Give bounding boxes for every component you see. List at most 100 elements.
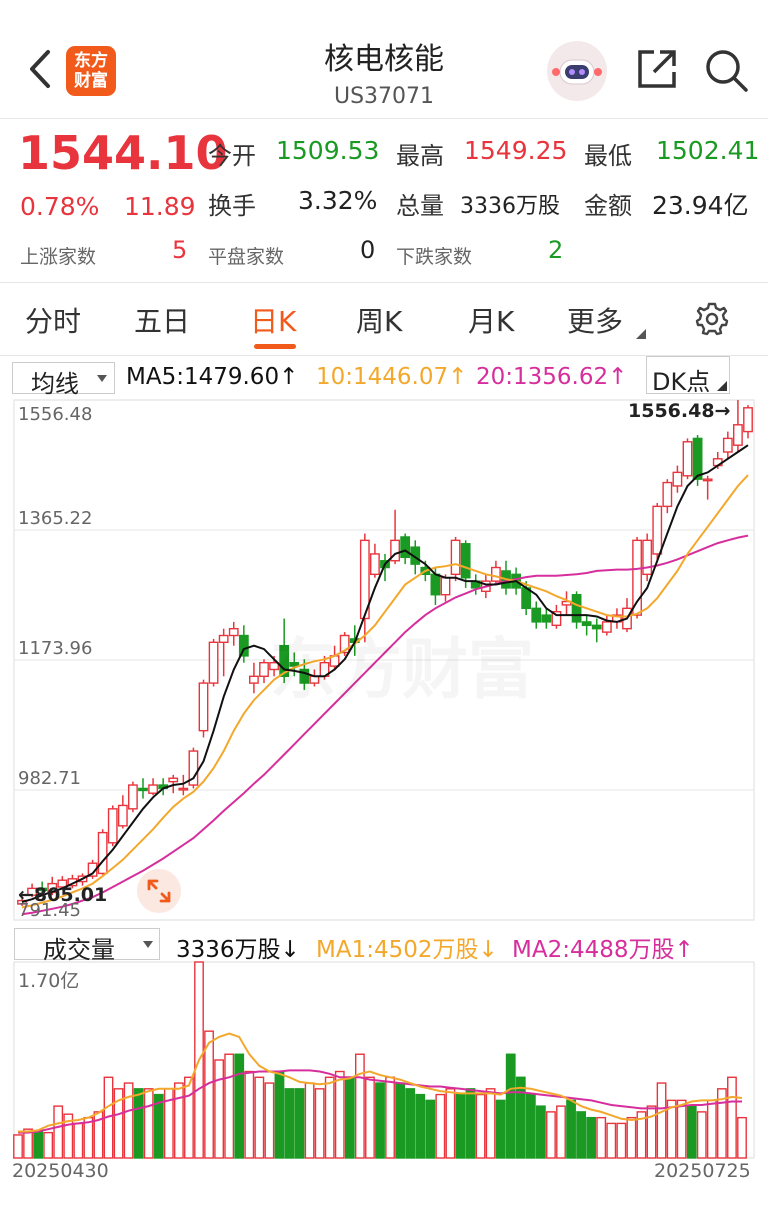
price-chart[interactable]: 1556.48 1365.22 1173.96 982.71 791.45 <box>0 396 768 926</box>
settings-gear-icon[interactable] <box>694 301 730 337</box>
candle-body <box>188 750 199 786</box>
end-date: 20250725 <box>654 1160 751 1182</box>
volume-bar <box>33 1130 44 1159</box>
volume-bar <box>616 1122 627 1159</box>
volume-bar <box>415 1093 426 1159</box>
volume-bar <box>113 1088 124 1159</box>
candle-body <box>208 641 219 684</box>
candle-body <box>450 539 461 576</box>
ma-select[interactable]: 均线 <box>12 362 115 398</box>
rising-count-label: 上涨家数 <box>20 246 97 268</box>
candle-body <box>198 682 209 732</box>
volume-bar <box>716 1088 727 1159</box>
volume-bar <box>23 1128 33 1159</box>
price-axis-label: 1556.48 <box>18 404 92 425</box>
volume-bar <box>254 1076 265 1159</box>
candle-body <box>97 831 108 875</box>
volume-axis-max: 1.70亿 <box>18 970 80 992</box>
volume-bar <box>737 1116 747 1159</box>
tab-more[interactable]: 更多 <box>567 305 624 338</box>
price-min-marker: ←805.01 <box>18 884 108 906</box>
flat-count: 0 <box>360 236 376 264</box>
candle-body <box>228 628 239 637</box>
amount-label: 金额 <box>584 192 632 220</box>
robot-assistant-icon[interactable] <box>546 40 608 102</box>
search-icon[interactable] <box>702 46 750 94</box>
volume-select[interactable]: 成交量 <box>14 928 160 964</box>
volume-bar <box>274 1070 285 1159</box>
vol-ma1-line <box>18 1032 743 1133</box>
tab-monthly-k[interactable]: 月K <box>468 305 515 338</box>
volume-ma2: MA2:4488万股↑ <box>512 937 694 963</box>
high-label: 最高 <box>396 142 444 170</box>
volume-bar <box>696 1111 707 1159</box>
candle-body <box>591 624 602 630</box>
volume-bar <box>375 1082 385 1159</box>
candle-body <box>682 441 693 477</box>
tab-five-day[interactable]: 五日 <box>134 305 191 338</box>
volume-bar <box>435 1093 446 1159</box>
back-icon[interactable] <box>22 44 58 94</box>
volume-value: 3336万股 <box>460 194 560 219</box>
volume-bar <box>636 1111 647 1159</box>
price-axis-label: 791.45 <box>18 900 81 921</box>
volume-bar <box>53 1105 64 1159</box>
tab-intraday[interactable]: 分时 <box>25 305 82 338</box>
candle-body <box>743 407 753 433</box>
volume-chart[interactable] <box>0 960 768 1160</box>
candle-body <box>440 577 451 596</box>
share-icon[interactable] <box>634 46 680 92</box>
volume-bar <box>686 1105 697 1159</box>
turnover-value: 3.32% <box>298 186 378 215</box>
candle-body <box>117 804 128 827</box>
volume-bar <box>405 1088 416 1159</box>
vol-ma2-line <box>18 1069 742 1134</box>
volume-bar <box>153 1093 164 1159</box>
volume-bar <box>204 1030 214 1159</box>
candle-body <box>138 787 148 792</box>
volume-bar <box>294 1088 305 1159</box>
dk-point-button[interactable]: DK点 <box>646 356 730 396</box>
volume-bar <box>646 1105 657 1159</box>
volume-label: 总量 <box>396 192 444 220</box>
high-value: 1549.25 <box>464 136 568 165</box>
volume-bar <box>304 1082 315 1159</box>
ma5-line <box>21 444 749 903</box>
volume-bar <box>556 1105 566 1159</box>
candle-body <box>662 481 673 508</box>
volume-bar <box>515 1076 526 1159</box>
candle-body <box>692 437 703 480</box>
volume-bar <box>706 1099 717 1159</box>
volume-bar <box>133 1088 144 1159</box>
current-volume: 3336万股↓ <box>176 937 300 963</box>
volume-bar <box>43 1131 54 1159</box>
candle-body <box>128 784 138 810</box>
tab-weekly-k[interactable]: 周K <box>356 305 403 338</box>
candle-body <box>370 553 380 576</box>
ma10-line <box>21 474 749 909</box>
expand-chart-icon[interactable] <box>136 868 182 914</box>
price-axis-label: 1365.22 <box>18 508 92 529</box>
volume-bar <box>626 1116 637 1159</box>
rising-count: 5 <box>172 236 188 264</box>
candle-body <box>390 539 400 562</box>
low-label: 最低 <box>584 142 632 170</box>
volume-bar <box>314 1088 325 1159</box>
volume-bar <box>224 1053 235 1159</box>
volume-bar <box>727 1076 737 1159</box>
turnover-label: 换手 <box>208 192 256 220</box>
active-tab-indicator <box>254 344 296 349</box>
tab-daily-k[interactable]: 日K <box>250 305 297 338</box>
volume-bar <box>485 1088 496 1159</box>
amount-value: 23.94亿 <box>652 191 749 220</box>
ma20-value: 20:1356.62↑ <box>476 364 628 390</box>
candle-body <box>632 539 642 616</box>
last-price: 1544.10 <box>18 126 228 180</box>
volume-bar <box>354 1053 365 1159</box>
candle-body <box>178 787 189 791</box>
candle-body <box>17 899 27 905</box>
volume-bar <box>234 1053 245 1159</box>
price-max-marker: 1556.48→ <box>628 400 731 422</box>
volume-bar <box>73 1122 84 1159</box>
candle-body <box>430 573 441 596</box>
